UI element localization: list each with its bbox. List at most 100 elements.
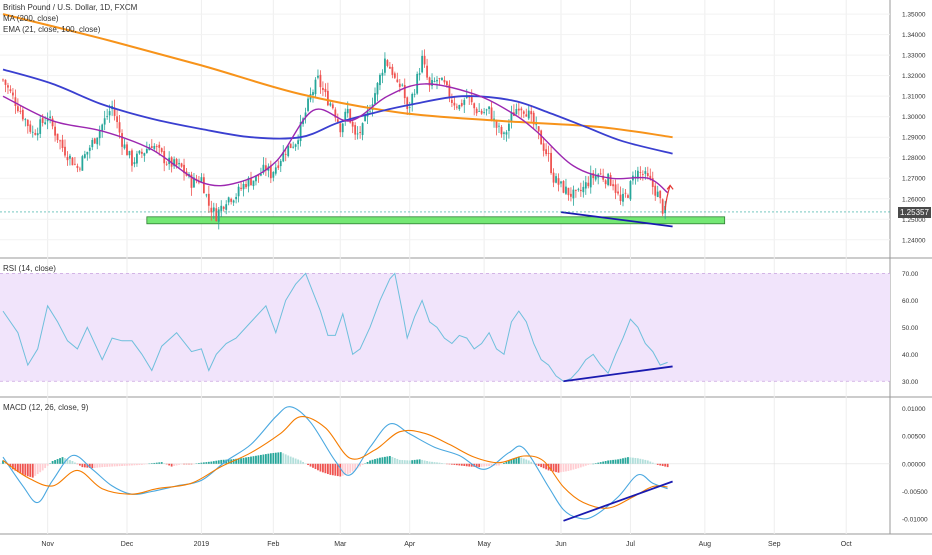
candle-body: [441, 78, 443, 80]
macd-histogram-bar: [463, 464, 465, 466]
candle-body: [481, 111, 483, 114]
macd-histogram-bar: [486, 464, 488, 466]
candle-body: [347, 109, 349, 113]
candle-body: [327, 91, 329, 105]
macd-histogram-bar: [275, 453, 277, 464]
macd-histogram-bar: [253, 456, 255, 464]
macd-legend: MACD (12, 26, close, 9): [3, 403, 88, 412]
macd-histogram-bar: [248, 457, 250, 464]
candle-body: [29, 124, 31, 131]
candle-body: [295, 144, 297, 146]
candle-body: [525, 114, 527, 116]
candle-body: [86, 152, 88, 155]
candle-body: [19, 111, 21, 112]
macd-histogram-bar: [188, 464, 190, 465]
macd-histogram-bar: [424, 460, 426, 463]
macd-histogram-bar: [431, 462, 433, 464]
candle-body: [2, 80, 4, 81]
macd-tick-label: -0.01000: [902, 517, 928, 524]
candle-body: [550, 153, 552, 173]
macd-histogram-bar: [208, 462, 210, 464]
macd-histogram-bar: [250, 457, 252, 464]
candle-body: [486, 109, 488, 110]
candle-body: [39, 119, 41, 134]
candle-body: [57, 134, 59, 140]
candle-body: [382, 73, 384, 76]
x-tick-label: Jun: [555, 541, 566, 548]
candle-body: [250, 178, 252, 185]
macd-histogram-bar: [243, 458, 245, 464]
macd-histogram-bar: [24, 464, 26, 476]
macd-histogram-bar: [617, 459, 619, 463]
candle-body: [243, 184, 245, 189]
candle-body: [396, 80, 398, 83]
candle-body: [399, 84, 401, 87]
candle-body: [528, 111, 530, 119]
candle-body: [515, 109, 517, 114]
macd-histogram-bar: [317, 464, 319, 471]
macd-histogram-bar: [642, 459, 644, 463]
candle-body: [178, 163, 180, 164]
macd-histogram-bar: [79, 464, 81, 466]
macd-histogram-bar: [590, 464, 592, 465]
candle-body: [96, 138, 98, 145]
candle-body: [215, 208, 217, 221]
macd-histogram-bar: [267, 454, 269, 464]
macd-histogram-bar: [342, 464, 344, 476]
macd-histogram-bar: [419, 459, 421, 463]
candle-body: [456, 107, 458, 108]
candle-body: [627, 195, 629, 198]
price-tick-label: 1.35000: [902, 12, 926, 19]
macd-histogram-bar: [156, 463, 158, 464]
candle-body: [453, 103, 455, 106]
candle-body: [463, 100, 465, 105]
macd-histogram-bar: [659, 464, 661, 466]
price-tick-label: 1.31000: [902, 94, 926, 101]
candle-body: [238, 187, 240, 196]
candle-body: [104, 118, 106, 124]
x-tick-label: Sep: [768, 541, 781, 548]
candle-body: [600, 174, 602, 175]
candle-body: [558, 178, 560, 185]
candle-body: [156, 146, 158, 147]
candle-body: [141, 152, 143, 154]
candle-body: [176, 159, 178, 165]
macd-histogram-bar: [483, 464, 485, 467]
macd-histogram-bar: [411, 460, 413, 464]
macd-histogram-bar: [141, 464, 143, 465]
rsi-tick-label: 70.00: [902, 271, 919, 278]
candle-body: [220, 206, 222, 211]
macd-histogram-bar: [186, 464, 188, 465]
candle-body: [612, 184, 614, 186]
macd-histogram-bar: [607, 460, 609, 463]
macd-histogram-bar: [255, 456, 257, 464]
price-tick-label: 1.29000: [902, 135, 926, 142]
macd-histogram-bar: [285, 454, 287, 463]
candle-body: [290, 144, 292, 148]
macd-histogram-bar: [42, 464, 44, 471]
candle-body: [297, 140, 299, 144]
macd-histogram-bar: [620, 459, 622, 464]
macd-histogram-bar: [213, 461, 215, 464]
candle-body: [503, 133, 505, 134]
candle-body: [419, 73, 421, 75]
macd-histogram-bar: [163, 463, 165, 464]
macd-histogram-bar: [478, 464, 480, 467]
macd-histogram-bar: [555, 464, 557, 472]
macd-histogram-bar: [173, 464, 175, 466]
macd-histogram-bar: [277, 452, 279, 463]
candle-body: [146, 149, 148, 153]
macd-histogram-bar: [109, 464, 111, 467]
macd-histogram-bar: [449, 464, 451, 465]
candle-body: [625, 193, 627, 194]
candle-body: [22, 110, 24, 120]
candle-body: [42, 118, 44, 123]
candle-body: [461, 103, 463, 106]
price-tick-label: 1.28000: [902, 155, 926, 162]
price-tick-label: 1.24000: [902, 237, 926, 244]
ema-legend: EMA (21, close, 100, close): [3, 25, 100, 34]
macd-histogram-bar: [627, 457, 629, 464]
price-tick-label: 1.30000: [902, 114, 926, 121]
macd-histogram-bar: [168, 464, 170, 466]
